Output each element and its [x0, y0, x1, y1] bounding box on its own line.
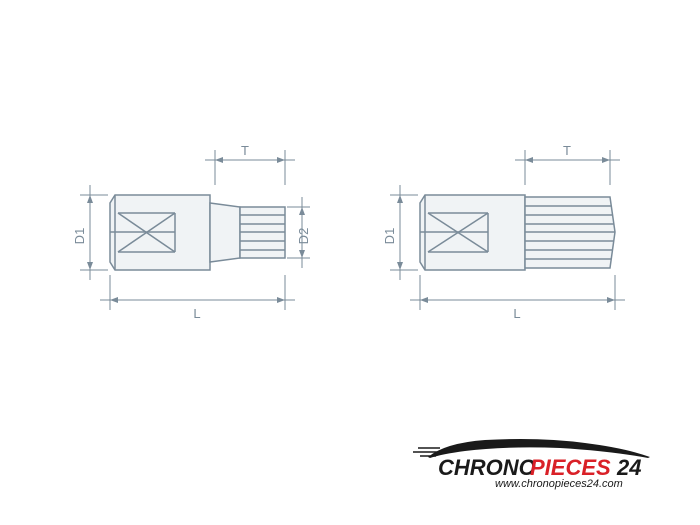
brand-logo: CHRONO PIECES 24 www.chronopieces24.com [410, 435, 670, 490]
l-label-left: L [193, 306, 200, 321]
d2-label-left: D2 [296, 228, 311, 245]
t-label-right: T [563, 143, 571, 158]
left-socket-diagram: T [60, 140, 320, 345]
l-label-right: L [513, 306, 520, 321]
logo-brand-suffix: 24 [616, 455, 641, 480]
t-label-left: T [241, 143, 249, 158]
logo-brand-part2: PIECES [530, 455, 611, 480]
d1-label-left: D1 [72, 228, 87, 245]
right-socket-diagram: T [370, 140, 650, 345]
logo-brand-part1: CHRONO [438, 455, 536, 480]
logo-website: www.chronopieces24.com [495, 478, 623, 490]
technical-diagram-container: T [60, 140, 640, 340]
d1-label-right: D1 [382, 228, 397, 245]
